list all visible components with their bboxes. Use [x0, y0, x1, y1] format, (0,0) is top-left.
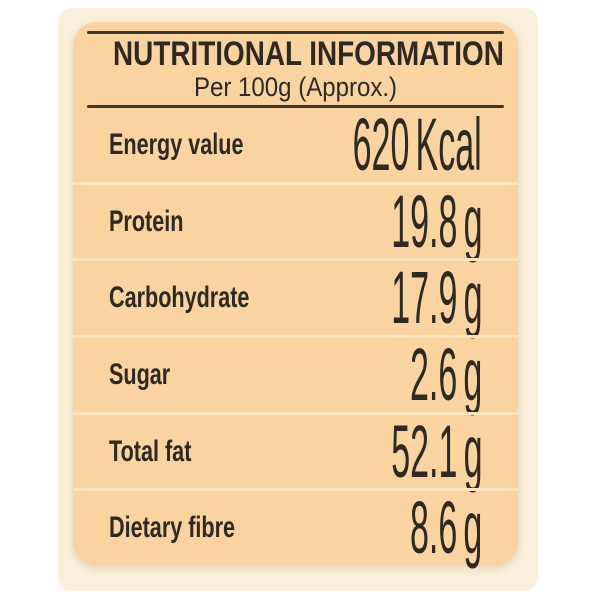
nutrient-amount: 52.1g	[391, 414, 482, 489]
nutrient-name: Protein	[109, 204, 184, 238]
page-title: NUTRITIONAL INFORMATION	[113, 35, 504, 73]
row-dietary-fibre: Dietary fibre 8.6g	[73, 488, 518, 565]
serving-size-subtitle: Per 100g (Approx.)	[193, 72, 398, 102]
nutrient-name: Carbohydrate	[109, 281, 250, 315]
nutrient-unit: g	[463, 486, 482, 570]
nutrient-unit: g	[463, 332, 482, 416]
nutrient-amount: 19.8g	[391, 184, 482, 259]
nutrient-amount: 2.6g	[410, 337, 482, 412]
row-protein: Protein 19.8g	[73, 181, 518, 259]
nutrient-name: Sugar	[109, 357, 171, 391]
nutrient-number: 8.6	[409, 486, 457, 570]
row-total-fat: Total fat 52.1g	[73, 411, 518, 489]
row-energy-value: Energy value 620Kcal	[73, 107, 518, 182]
nutrient-name: Dietary fibre	[109, 511, 236, 545]
nutrient-number: 17.9	[390, 256, 457, 340]
nutrient-number: 2.6	[409, 332, 457, 416]
nutrient-unit: g	[463, 256, 482, 340]
header-top-rule	[87, 31, 504, 34]
nutrient-amount: 8.6g	[410, 491, 482, 565]
row-sugar: Sugar 2.6g	[73, 335, 518, 412]
header-bottom-rule	[87, 105, 504, 108]
nutrient-name: Energy value	[109, 127, 244, 161]
nutrient-unit: Kcal	[415, 102, 482, 186]
nutrient-name: Total fat	[109, 434, 192, 468]
nutrient-number: 620	[352, 102, 410, 186]
nutrient-table: Energy value 620Kcal Protein 19.8g Carbo…	[73, 107, 518, 565]
nutrition-panel: NUTRITIONAL INFORMATION Per 100g (Approx…	[73, 22, 518, 565]
nutrient-unit: g	[463, 179, 482, 263]
nutrient-number: 19.8	[390, 179, 457, 263]
row-carbohydrate: Carbohydrate 17.9g	[73, 258, 518, 335]
panel-header: NUTRITIONAL INFORMATION Per 100g (Approx…	[73, 22, 518, 108]
nutrient-amount: 17.9g	[391, 261, 482, 335]
nutrient-number: 52.1	[390, 409, 457, 493]
nutrient-unit: g	[463, 409, 482, 493]
nutrient-amount: 620Kcal	[353, 107, 482, 182]
